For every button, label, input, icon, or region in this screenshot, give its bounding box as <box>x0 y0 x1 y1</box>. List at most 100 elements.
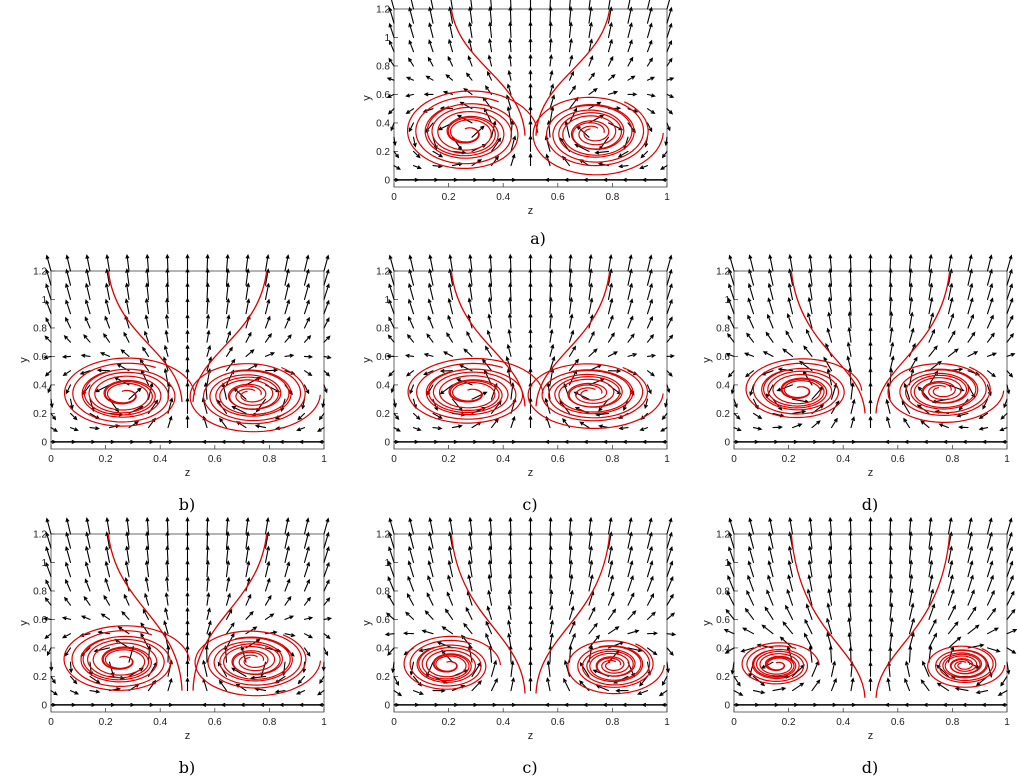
caption-d-top: d) <box>861 495 879 514</box>
velocity-arrow <box>646 108 656 114</box>
velocity-arrow <box>298 439 306 444</box>
velocity-arrow <box>451 177 459 182</box>
y-tick-label: 0.2 <box>376 409 390 420</box>
velocity-arrow <box>568 589 574 606</box>
velocity-arrow <box>404 353 415 358</box>
velocity-arrow <box>412 427 422 432</box>
velocity-arrow <box>65 384 72 395</box>
velocity-arrow <box>323 597 331 606</box>
velocity-arrow <box>428 39 434 53</box>
panel-d-bottom: 0 0.2 0.4 0.6 0.8 1 0 0.2 0.4 0.6 0.8 1 1.2 z y d) <box>700 516 1018 777</box>
velocity-arrow <box>928 574 934 592</box>
velocity-arrow <box>826 617 833 635</box>
velocity-arrow <box>165 297 170 315</box>
velocity-arrow <box>142 608 150 620</box>
velocity-arrow <box>607 297 614 315</box>
velocity-arrow <box>666 77 675 81</box>
velocity-arrow <box>264 332 272 343</box>
velocity-arrow <box>548 531 553 549</box>
velocity-arrow <box>402 631 415 636</box>
velocity-arrow <box>408 254 415 272</box>
velocity-arrow <box>432 164 443 169</box>
velocity-arrow <box>185 545 190 564</box>
velocity-arrow <box>104 315 111 329</box>
x-tick-label: 0 <box>731 454 737 465</box>
velocity-arrow <box>772 439 779 444</box>
velocity-arrow <box>811 660 819 677</box>
velocity-arrow <box>868 267 873 286</box>
velocity-arrow <box>947 253 953 272</box>
velocity-arrow <box>868 398 873 414</box>
velocity-arrow <box>528 516 533 535</box>
velocity-arrow <box>487 70 493 81</box>
x-tick-label: 0.8 <box>262 454 276 465</box>
velocity-arrow <box>245 331 252 343</box>
x-tick-label: 0.6 <box>891 717 905 728</box>
velocity-arrow <box>323 633 331 640</box>
velocity-arrow <box>85 282 91 301</box>
velocity-arrow <box>225 531 230 549</box>
velocity-arrow <box>602 177 610 182</box>
velocity-arrow <box>185 575 190 592</box>
velocity-arrow <box>826 327 833 343</box>
velocity-arrow <box>602 702 610 707</box>
velocity-arrow <box>548 268 553 286</box>
velocity-arrow <box>563 677 571 692</box>
velocity-arrow <box>607 591 615 606</box>
velocity-arrow <box>147 439 155 444</box>
velocity-arrow <box>728 531 735 549</box>
velocity-arrow <box>323 283 330 301</box>
velocity-arrow <box>423 92 434 97</box>
streamline-separatrix <box>535 8 611 136</box>
velocity-arrow <box>666 22 673 39</box>
panel-c-top: 0 0.2 0.4 0.6 0.8 1 0 0.2 0.4 0.6 0.8 1 1.2 z y c) <box>360 253 680 514</box>
y-tick-label: 0 <box>41 700 47 711</box>
streamline-separatrix <box>450 533 526 694</box>
velocity-arrow <box>467 574 473 592</box>
velocity-arrow <box>826 631 833 649</box>
velocity-arrow <box>89 702 96 707</box>
velocity-arrow <box>588 531 593 549</box>
y-tick-label: 0.4 <box>716 380 730 391</box>
y-tick-label: 1 <box>724 295 730 306</box>
velocity-arrow <box>848 296 853 315</box>
velocity-arrow <box>245 593 252 606</box>
velocity-arrow <box>766 589 774 606</box>
velocity-arrow <box>407 575 415 592</box>
velocity-arrow <box>205 545 210 564</box>
y-tick-label: 0.4 <box>376 643 390 654</box>
velocity-arrow <box>124 560 130 578</box>
velocity-arrow <box>185 313 190 329</box>
velocity-arrow <box>549 312 553 329</box>
velocity-arrow <box>1006 546 1013 564</box>
velocity-arrow <box>125 268 130 286</box>
velocity-arrow <box>528 119 533 138</box>
velocity-arrow <box>787 559 794 578</box>
streamline-spiral-right <box>567 640 665 695</box>
velocity-arrow <box>646 611 656 620</box>
velocity-arrow <box>490 439 498 444</box>
velocity-arrow <box>463 348 473 357</box>
velocity-arrow <box>986 627 999 635</box>
velocity-arrow <box>145 282 150 301</box>
velocity-arrow <box>259 702 267 707</box>
velocity-arrow <box>384 632 395 637</box>
velocity-arrow <box>506 83 512 95</box>
velocity-arrow <box>50 690 58 696</box>
velocity-arrow <box>490 177 498 182</box>
velocity-arrow <box>165 253 170 272</box>
velocity-arrow <box>456 114 473 124</box>
velocity-arrow <box>406 592 415 606</box>
velocity-arrow <box>45 317 52 329</box>
velocity-arrow <box>618 426 629 431</box>
velocity-arrow <box>318 412 325 421</box>
velocity-arrow <box>318 439 325 444</box>
velocity-arrow <box>486 605 493 620</box>
y-tick-label: 1 <box>724 558 730 569</box>
velocity-arrow <box>393 690 403 697</box>
velocity-arrow <box>549 589 554 606</box>
velocity-arrow <box>284 517 290 535</box>
velocity-arrow <box>787 296 794 315</box>
velocity-arrow <box>468 516 473 535</box>
streamline-separatrix <box>107 533 183 691</box>
